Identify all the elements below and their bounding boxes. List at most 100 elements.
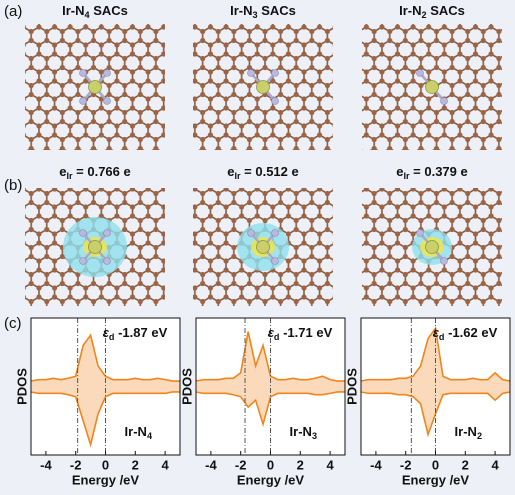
- curve-label: Ir-N3: [290, 424, 317, 441]
- charge-label-part: Ir: [403, 171, 410, 181]
- n-atom: [271, 257, 279, 265]
- n-atom: [103, 257, 111, 265]
- d-band-center-part: d: [274, 332, 280, 342]
- ir-atom: [425, 80, 439, 94]
- n-atom: [79, 229, 87, 237]
- d-band-center: εd -1.71 eV: [268, 325, 333, 342]
- n-atom: [416, 229, 424, 237]
- charge-label-part: Ir: [66, 171, 73, 181]
- x-tick-label: 2: [297, 457, 304, 472]
- structure-title-part: SACs: [427, 3, 465, 18]
- panel-label: (b): [4, 177, 22, 194]
- x-tick-label: 4: [491, 457, 499, 472]
- d-band-center-part: -1.71 eV: [279, 325, 332, 340]
- charge-label: eIr = 0.512 e: [227, 164, 299, 181]
- pdos-fill: [196, 331, 345, 387]
- d-band-center: εd -1.62 eV: [433, 325, 498, 342]
- n-atom: [103, 69, 111, 77]
- y-axis-label: PDOS: [179, 368, 194, 405]
- x-tick-label: -4: [205, 457, 217, 472]
- structure-title-part: 2: [422, 10, 427, 20]
- curve-label-part: 4: [147, 431, 153, 441]
- x-axis-label: Energy /eV: [402, 472, 470, 487]
- pdos-fill: [196, 386, 345, 425]
- charge-label: eIr = 0.766 e: [59, 164, 131, 181]
- structure-title-part: SACs: [258, 3, 296, 18]
- pdos-line: [360, 391, 511, 438]
- n-atom: [271, 97, 279, 105]
- n-atom: [247, 229, 255, 237]
- y-axis-label: PDOS: [344, 368, 359, 405]
- x-tick-label: -4: [370, 457, 382, 472]
- x-tick-label: 0: [432, 457, 439, 472]
- n-atom: [79, 97, 87, 105]
- structure-title: Ir-N3 SACs: [230, 3, 296, 20]
- ir-atom: [88, 240, 102, 254]
- x-tick-label: 0: [267, 457, 274, 472]
- n-atom: [247, 69, 255, 77]
- charge-label-part: = 0.512 e: [241, 164, 299, 179]
- curve-label: Ir-N4: [125, 424, 153, 441]
- pdos-line: [30, 391, 180, 448]
- x-tick-label: 4: [161, 457, 169, 472]
- panel-label: (c): [4, 315, 22, 332]
- charge-label-part: Ir: [234, 171, 241, 181]
- x-tick-label: 0: [102, 457, 109, 472]
- x-tick-label: -2: [400, 457, 412, 472]
- x-tick-label: 2: [132, 457, 139, 472]
- x-tick-label: -2: [70, 457, 82, 472]
- d-band-center-part: ε: [433, 325, 440, 340]
- x-axis-label: Energy /eV: [72, 472, 140, 487]
- n-atom: [79, 69, 87, 77]
- structure-title-part: Ir-N: [399, 3, 421, 18]
- curve-label: Ir-N2: [455, 424, 482, 441]
- n-atom: [271, 69, 279, 77]
- y-axis-label: PDOS: [14, 368, 29, 405]
- curve-label-part: Ir-N: [125, 424, 147, 439]
- pdos-fill: [361, 328, 510, 387]
- charge-label-part: e: [396, 164, 403, 179]
- d-band-center-part: ε: [268, 325, 275, 340]
- x-axis-label: Energy /eV: [237, 472, 305, 487]
- structure-title: Ir-N2 SACs: [399, 3, 465, 20]
- charge-label: eIr = 0.379 e: [396, 164, 468, 181]
- x-tick-label: -4: [40, 457, 52, 472]
- n-atom: [440, 257, 448, 265]
- pdos-line: [195, 331, 345, 382]
- charge-label-part: e: [59, 164, 66, 179]
- curve-label-part: 2: [477, 431, 482, 441]
- ir-atom: [425, 240, 439, 254]
- structure-title-part: 3: [253, 10, 258, 20]
- curve-label-part: Ir-N: [455, 424, 477, 439]
- charge-label-part: e: [227, 164, 234, 179]
- x-tick-label: -2: [235, 457, 247, 472]
- charge-label-part: = 0.379 e: [410, 164, 468, 179]
- structure-title-part: 4: [85, 10, 91, 20]
- pdos-line: [30, 333, 180, 382]
- panel-label: (a): [4, 3, 22, 20]
- ir-atom: [256, 80, 270, 94]
- d-band-center: εd -1.87 eV: [103, 325, 168, 342]
- x-tick-label: 4: [326, 457, 334, 472]
- structure-title-part: Ir-N: [62, 3, 84, 18]
- n-atom: [271, 229, 279, 237]
- charge-label-part: = 0.766 e: [73, 164, 131, 179]
- x-tick-label: 2: [462, 457, 469, 472]
- ir-atom: [88, 80, 102, 94]
- structure-title-part: SACs: [90, 3, 128, 18]
- n-atom: [79, 257, 87, 265]
- d-band-center-part: -1.62 eV: [444, 325, 497, 340]
- ir-atom: [256, 240, 270, 254]
- n-atom: [103, 97, 111, 105]
- pdos-line: [195, 391, 345, 428]
- n-atom: [103, 229, 111, 237]
- n-atom: [440, 97, 448, 105]
- curve-label-part: Ir-N: [290, 424, 312, 439]
- d-band-center-part: ε: [103, 325, 110, 340]
- pdos-fill: [31, 386, 180, 445]
- structure-title: Ir-N4 SACs: [62, 3, 128, 20]
- curve-label-part: 3: [312, 431, 317, 441]
- d-band-center-part: -1.87 eV: [114, 325, 167, 340]
- d-band-center-part: d: [439, 332, 445, 342]
